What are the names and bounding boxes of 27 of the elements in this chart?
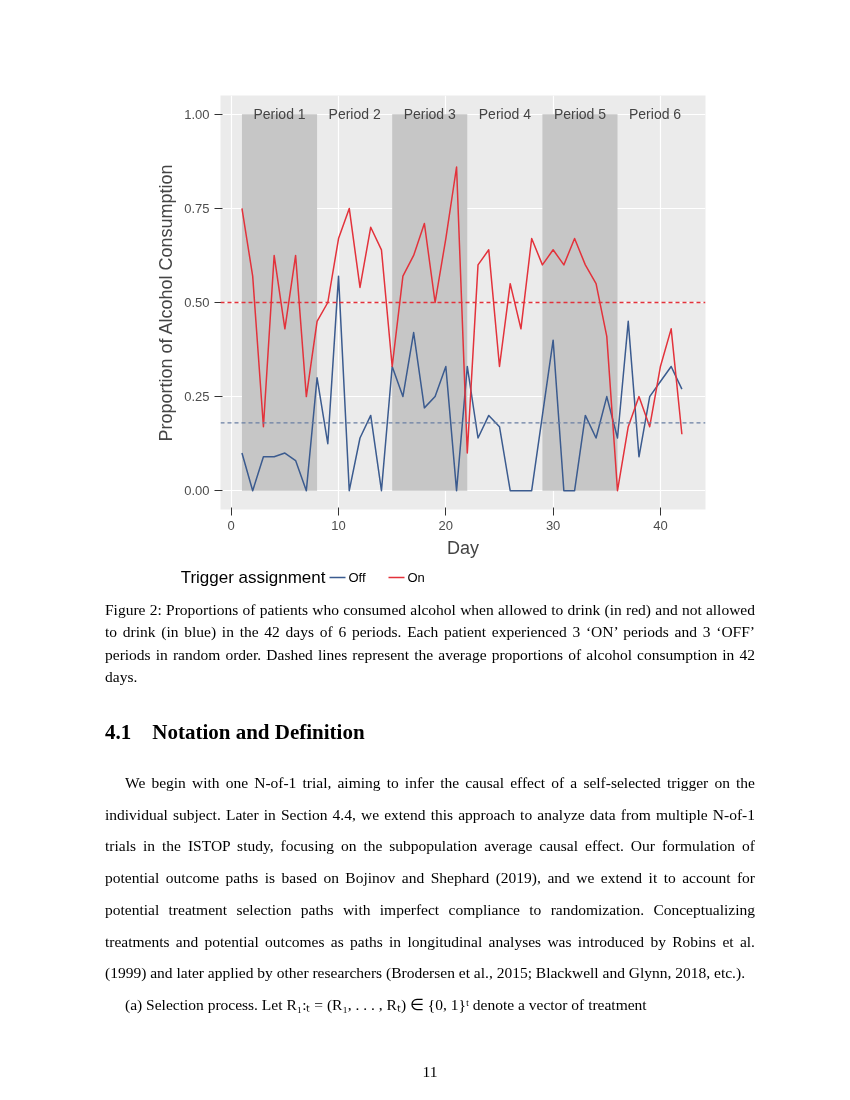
band-label: Period 1 <box>253 106 306 123</box>
x-tick-label: 20 <box>438 517 454 533</box>
text: 4.1 Notation and Definition <box>105 718 366 746</box>
text: (a) Selection process. Let R₁:ₜ = (R₁, . . . , Rₜ) ∈ {0, 1}ᵗ denote a vector of treatment <box>124 995 648 1016</box>
y-tick-label: 0.25 <box>184 389 210 405</box>
legend-label: On <box>407 570 425 585</box>
text: 11 <box>421 1062 439 1082</box>
y-tick-label: 1.00 <box>184 106 210 122</box>
y-axis-title: Proportion of Alcohol Consumption <box>156 164 177 442</box>
x-tick-label: 10 <box>331 517 346 533</box>
annotation: Period 2 <box>328 106 381 123</box>
x-tick-label: 30 <box>545 517 561 533</box>
annotation: Period 6 <box>629 106 682 123</box>
caption: Figure 2: Proportions of patients who consumed alcohol when allowed to drink (in red) and not allowed to drink (in blue) in the 42 days of 6 periods. Each patient experienced 3 ‘ON’ periods and 3 ‘OFF’ periods in random order. Dashed lines represent the average proportions of alcohol consumption in 42 days. <box>105 600 755 688</box>
annotation: Period 4 <box>478 106 532 123</box>
x-tick-label: 0 <box>227 517 235 533</box>
band-label: Period 5 <box>553 106 607 123</box>
x-axis-title: Day <box>447 537 480 558</box>
x-tick-label: 40 <box>653 517 668 533</box>
legend-label: Off <box>348 570 366 585</box>
legend-title: Trigger assignment <box>180 568 326 587</box>
y-tick-label: 0.75 <box>184 200 210 216</box>
text: We begin with one N-of-1 trial, aiming to infer the causal effect of a self-selected trigger on the individual subject. Later in Section 4.4, we extend this approach to analyze data from multiple N-of-1 trials in the ISTOP study, focusing on the subpopulation average causal effect. Our formulation of potential outcome paths is based on Bojinov and Shephard (2019), and we extend it to account for potential treatment selection paths with imperfect compliance to randomization. Conceptualizing treatments and potential outcomes as paths in longitudinal analyses was introduced by Robins et al. (1999) and later applied by other researchers (Brodersen et al., 2015; Blackwell and Glynn, 2018, etc.). <box>105 772 755 984</box>
y-tick-label: 0.50 <box>184 295 210 310</box>
line-series <box>241 275 683 492</box>
band-label: Period 3 <box>403 106 457 123</box>
y-tick-label: 0.00 <box>184 483 210 499</box>
